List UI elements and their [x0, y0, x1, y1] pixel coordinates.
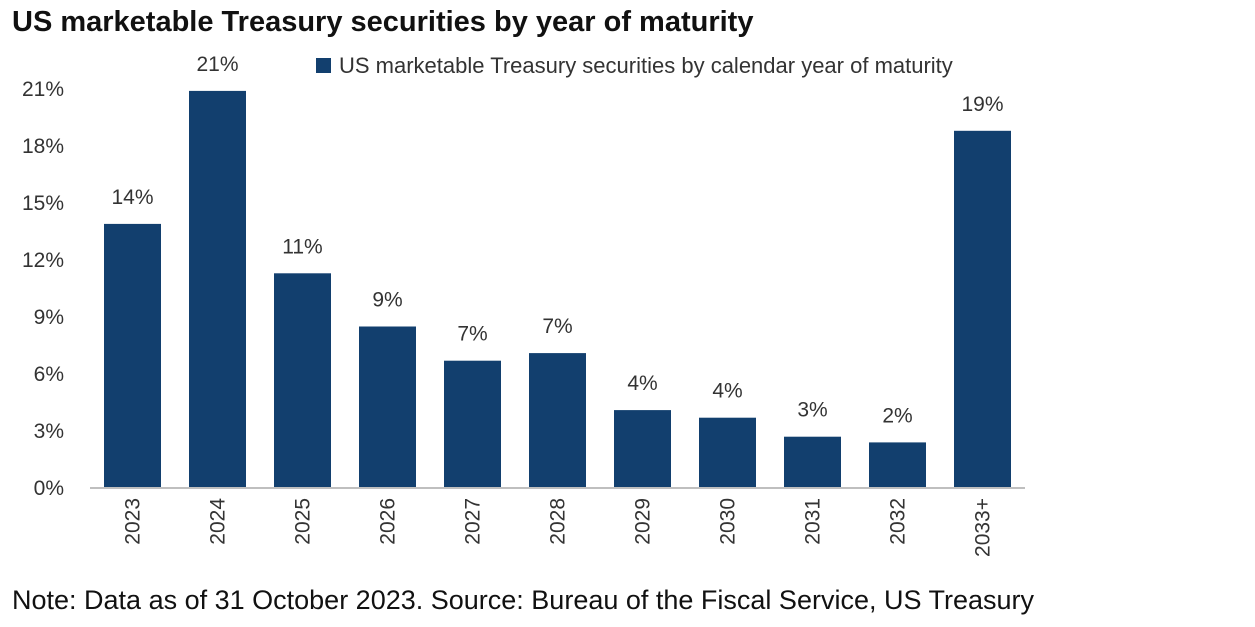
y-axis: 0% 3% 6% 9% 12% 15% 18% 21%	[22, 78, 64, 500]
data-label-2031: 3%	[797, 399, 827, 422]
x-tick-label: 2025	[292, 498, 315, 545]
y-tick-label: 6%	[34, 363, 64, 386]
data-labels-group: 14% 21% 11% 9% 7% 7% 4% 4% 3% 2% 19%	[111, 53, 1003, 427]
chart-title: US marketable Treasury securities by yea…	[12, 6, 754, 38]
data-label-2027: 7%	[457, 323, 487, 346]
y-tick-label: 9%	[34, 306, 64, 329]
legend-swatch	[316, 58, 331, 73]
data-label-2033+: 19%	[961, 93, 1003, 116]
y-tick-label: 21%	[22, 78, 64, 101]
data-label-2024: 21%	[196, 53, 238, 76]
data-label-2030: 4%	[712, 380, 742, 403]
y-tick-label: 15%	[22, 192, 64, 215]
x-tick-label: 2024	[207, 498, 230, 545]
bar-2030	[699, 417, 756, 488]
source-note: Note: Data as of 31 October 2023. Source…	[12, 585, 1035, 615]
bar-2029	[614, 410, 671, 488]
x-axis: 2023 2024 2025 2026 2027 2028 2029 2030 2031 2032…	[90, 487, 1025, 557]
bar-2032	[869, 442, 926, 488]
x-tick-label: 2028	[547, 498, 570, 545]
bar-2024	[189, 90, 246, 489]
x-tick-label: 2029	[632, 498, 655, 545]
data-label-2032: 2%	[882, 404, 912, 427]
y-tick-label: 18%	[22, 135, 64, 158]
legend: US marketable Treasury securities by cal…	[316, 53, 953, 78]
legend-label: US marketable Treasury securities by cal…	[339, 53, 953, 78]
data-label-2028: 7%	[542, 315, 572, 338]
x-tick-label: 2031	[802, 498, 825, 545]
data-label-2026: 9%	[372, 289, 402, 312]
bar-2025	[274, 273, 331, 488]
y-tick-label: 12%	[22, 249, 64, 272]
x-tick-label: 2032	[887, 498, 910, 545]
y-tick-label: 0%	[34, 477, 64, 500]
x-tick-label: 2026	[377, 498, 400, 545]
bar-2023	[104, 223, 161, 488]
bar-2027	[444, 360, 501, 488]
data-label-2025: 11%	[282, 235, 322, 258]
bar-2028	[529, 353, 586, 488]
x-tick-label: 2027	[462, 498, 485, 545]
bar-2033+	[954, 130, 1011, 489]
data-label-2023: 14%	[111, 186, 153, 209]
y-tick-label: 3%	[34, 420, 64, 443]
bar-2031	[784, 436, 841, 488]
bar-2026	[359, 326, 416, 488]
x-tick-label: 2030	[717, 498, 740, 545]
x-tick-label: 2033+	[972, 498, 995, 557]
bars-group	[104, 90, 1011, 489]
x-tick-label: 2023	[122, 498, 145, 545]
data-label-2029: 4%	[627, 372, 657, 395]
